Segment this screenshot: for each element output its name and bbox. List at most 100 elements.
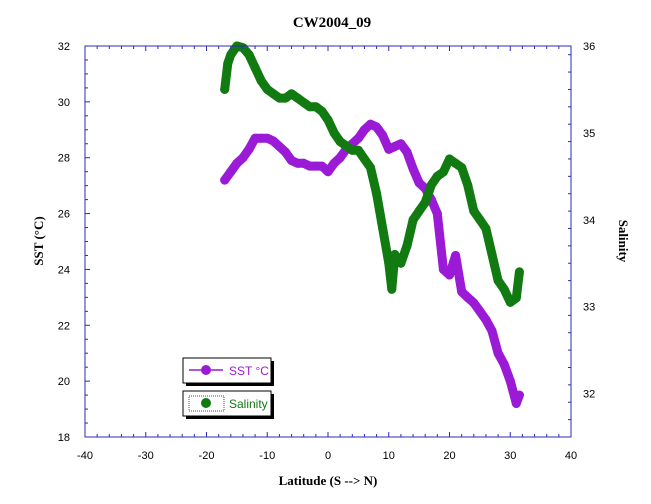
y-tick-label: 22 [58, 320, 70, 332]
axes-layer: -40 -30 -20 -10 0 10 20 30 40 18 20 22 24 26 28 30 32 32 3… [58, 41, 596, 462]
legend-sst-marker [201, 365, 211, 375]
y2-tick-label: 36 [583, 41, 595, 53]
salinity-point [402, 241, 412, 251]
sst-point [274, 142, 284, 151]
sst-point [232, 158, 242, 168]
sst-point [493, 348, 503, 358]
salinity-point [387, 284, 397, 294]
salinity-point [378, 224, 388, 233]
sst-point [481, 315, 491, 325]
legend-salinity-box [182, 390, 272, 417]
sst-point [226, 167, 236, 177]
x-tick-label: -30 [138, 450, 154, 462]
x-tick-label: -40 [77, 450, 93, 462]
salinity-point [220, 84, 230, 94]
salinity-point [223, 58, 233, 68]
y-tick-label: 26 [58, 209, 70, 221]
salinity-point [487, 250, 497, 259]
salinity-point [426, 180, 436, 190]
salinity-point [323, 115, 333, 125]
x-tick-label: 0 [325, 450, 331, 462]
salinity-point [420, 197, 430, 207]
x-tick-label: 40 [565, 450, 577, 462]
x-tick-label: 30 [504, 450, 516, 462]
salinity-point [390, 250, 400, 259]
sst-point [505, 376, 515, 386]
salinity-point [414, 206, 424, 216]
salinity-point [469, 206, 479, 216]
sst-point [244, 144, 254, 154]
salinity-point [475, 215, 485, 225]
salinity-point [499, 284, 509, 294]
y2-tick-label: 33 [583, 302, 595, 314]
sst-point [378, 130, 388, 140]
legend-salinity-swatch [188, 395, 225, 412]
legend-salinity-marker [201, 398, 211, 408]
salinity-point [463, 180, 473, 190]
sst-point [402, 147, 412, 157]
x-tick-label: 20 [443, 450, 455, 462]
salinity-point [481, 224, 491, 233]
sst-point [432, 209, 442, 219]
sst-point [372, 122, 382, 132]
y-tick-label: 20 [58, 376, 70, 388]
sst-point [335, 153, 345, 163]
y-tick-label: 18 [58, 432, 70, 444]
x-tick-label: -20 [199, 450, 215, 462]
salinity-point [366, 163, 375, 173]
sst-point [511, 399, 521, 408]
legend-salinity: Salinity [182, 390, 274, 419]
salinity-point [372, 189, 382, 199]
salinity-point [244, 50, 254, 60]
y2-tick-label: 32 [583, 389, 595, 401]
sst-point [499, 359, 509, 369]
y-tick-label: 32 [58, 41, 70, 53]
sst-point [396, 139, 406, 149]
sst-point [353, 133, 363, 143]
salinity-point [250, 63, 260, 73]
sst-point [238, 153, 248, 163]
x-axis-label: Latitude (S --> N) [279, 473, 378, 488]
y2-axis-label: Salinity [616, 220, 631, 263]
salinity-point [359, 154, 369, 164]
sst-point [469, 298, 479, 308]
salinity-point [396, 258, 406, 268]
salinity-point [408, 215, 418, 225]
sst-point [268, 136, 278, 146]
sst-point [457, 287, 467, 297]
salinity-point [511, 293, 521, 303]
y-tick-label: 30 [58, 97, 70, 109]
sst-point [445, 270, 454, 280]
sst-point [514, 390, 524, 400]
x-tick-label: 10 [383, 450, 395, 462]
salinity-point [353, 145, 363, 155]
sst-point [451, 251, 461, 260]
salinity-point [317, 106, 327, 116]
salinity-point [384, 258, 394, 268]
sst-point [329, 158, 339, 168]
salinity-point [256, 76, 266, 86]
x-tick-label: -10 [259, 450, 275, 462]
y2-tick-label: 35 [583, 128, 595, 140]
sst-point [408, 164, 418, 174]
sst-point [317, 161, 327, 171]
salinity-point [514, 267, 524, 277]
y-axis-label: SST (°C) [31, 216, 46, 265]
sst-point [475, 306, 485, 316]
salinity-point [438, 167, 448, 177]
sst-point [414, 178, 424, 188]
salinity-point [226, 50, 236, 60]
sst-point [463, 292, 473, 302]
legend-sst-label: SST °C [229, 364, 269, 378]
chart-title: CW2004_09 [293, 15, 371, 31]
sst-point [487, 326, 497, 336]
salinity-point [493, 276, 503, 286]
sst-point [281, 147, 290, 157]
sst-point [220, 175, 230, 185]
y2-tick-label: 34 [583, 215, 595, 227]
y-tick-label: 28 [58, 153, 70, 165]
salinity-point [329, 128, 339, 138]
sst-point [438, 264, 448, 274]
